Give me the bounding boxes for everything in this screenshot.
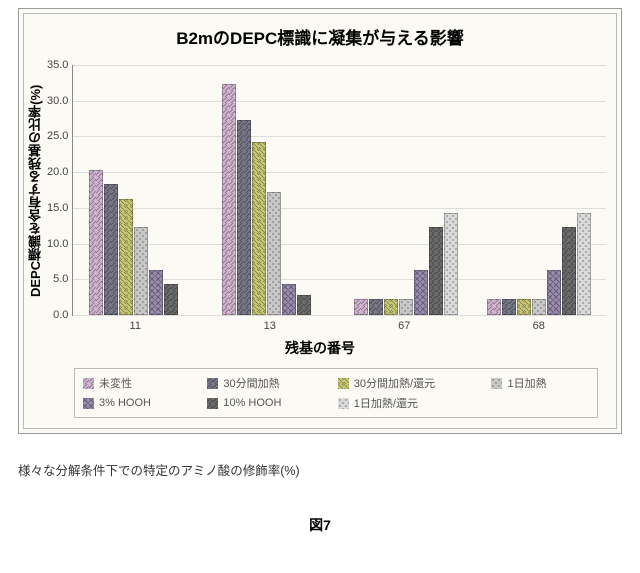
bar	[577, 213, 591, 315]
figure-caption: 様々な分解条件下での特定のアミノ酸の修飾率(%)	[18, 434, 622, 489]
bar	[414, 270, 428, 315]
bar	[267, 192, 281, 315]
legend-label: 1日加熱/還元	[354, 395, 418, 411]
chart-title: B2mのDEPC標識に凝集が与える影響	[24, 14, 616, 65]
legend-swatch	[83, 378, 94, 389]
legend-swatch	[491, 378, 502, 389]
bar	[164, 284, 178, 315]
bar	[384, 299, 398, 315]
chart-inner-border: B2mのDEPC標識に凝集が与える影響 DEPC標識を含有する残基の比率(%) …	[23, 13, 617, 429]
legend-swatch	[207, 398, 218, 409]
legend-label: 10% HOOH	[223, 397, 281, 409]
legend-label: 30分間加熱/還元	[354, 375, 435, 391]
legend-label: 1日加熱	[507, 375, 546, 391]
bar	[517, 299, 531, 315]
bar	[282, 284, 296, 315]
bar	[104, 184, 118, 315]
legend-label: 3% HOOH	[99, 397, 151, 409]
bar	[369, 299, 383, 315]
legend-swatch	[207, 378, 218, 389]
bar	[252, 142, 266, 315]
legend-item: 10% HOOH	[207, 395, 323, 411]
legend-item: 30分間加熱/還元	[338, 375, 478, 391]
bars-layer	[73, 65, 606, 315]
plot-area	[72, 65, 606, 316]
chart-container: B2mのDEPC標識に凝集が与える影響 DEPC標識を含有する残基の比率(%) …	[18, 8, 622, 434]
x-axis-label: 残基の番号	[24, 332, 616, 368]
bar	[89, 170, 103, 315]
bar-group	[207, 84, 340, 315]
x-tick-label: 13	[203, 316, 338, 332]
bar	[134, 227, 148, 315]
bar	[444, 213, 458, 315]
bar	[222, 84, 236, 315]
bar	[119, 199, 133, 315]
legend-item: 3% HOOH	[83, 395, 193, 411]
bar-group	[340, 213, 473, 315]
bar	[237, 120, 251, 315]
legend-swatch	[338, 398, 349, 409]
x-tick-label: 68	[472, 316, 607, 332]
bar	[502, 299, 516, 315]
bar	[429, 227, 443, 315]
legend-label: 未変性	[99, 375, 132, 391]
bar	[297, 295, 311, 315]
bar-group	[473, 213, 606, 315]
legend-item: 1日加熱/還元	[338, 395, 478, 411]
bar	[547, 270, 561, 315]
bar	[399, 299, 413, 315]
legend-item: 未変性	[83, 375, 193, 391]
x-tick-label: 67	[337, 316, 472, 332]
bar	[487, 299, 501, 315]
legend-item: 30分間加熱	[207, 375, 323, 391]
bar	[149, 270, 163, 315]
legend-swatch	[83, 398, 94, 409]
bar	[354, 299, 368, 315]
y-axis-label: DEPC標識を含有する残基の比率(%)	[26, 65, 47, 316]
bar	[562, 227, 576, 315]
x-axis-ticks: 11136768	[68, 316, 606, 332]
legend: 未変性 30分間加熱 30分間加熱/還元 1日加熱 3% HOOH 10% HOOH 1日加…	[74, 368, 598, 418]
bar-group	[73, 170, 206, 315]
x-tick-label: 11	[68, 316, 203, 332]
figure-number: 図7	[18, 489, 622, 543]
bar	[532, 299, 546, 315]
legend-item: 1日加熱	[491, 375, 589, 391]
legend-swatch	[338, 378, 349, 389]
legend-label: 30分間加熱	[223, 375, 279, 391]
y-axis-ticks: 35.030.025.020.015.010.05.00.0	[47, 65, 72, 315]
